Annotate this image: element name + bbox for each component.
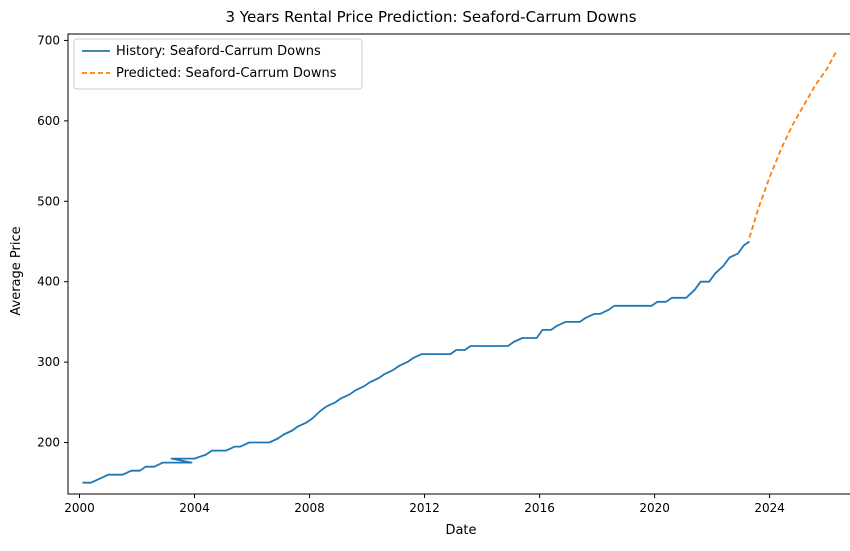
- x-tick-label: 2004: [179, 501, 210, 515]
- x-tick-label: 2024: [754, 501, 785, 515]
- chart-title: 3 Years Rental Price Prediction: Seaford…: [225, 8, 636, 26]
- plot-area-frame: [67, 33, 850, 495]
- series-layer: [82, 52, 837, 484]
- x-tick-label: 2016: [524, 501, 555, 515]
- x-tick-label: 2000: [64, 501, 95, 515]
- legend: History: Seaford-Carrum Downs Predicted:…: [73, 38, 363, 90]
- y-tick-label: 700: [37, 33, 60, 47]
- x-tick-label: 2020: [639, 501, 670, 515]
- y-tick-label: 300: [37, 355, 60, 369]
- y-tick-label: 200: [37, 436, 60, 450]
- legend-label-history: History: Seaford-Carrum Downs: [116, 44, 321, 59]
- y-tick-label: 500: [37, 194, 60, 208]
- y-axis-label: Average Price: [9, 226, 24, 315]
- legend-box: [73, 38, 363, 90]
- ticks-layer: 2000 2004 2008 2012 2016 2020 2024 200 300 400 500…: [37, 33, 785, 515]
- legend-label-predicted: Predicted: Seaford-Carrum Downs: [116, 66, 337, 81]
- y-tick-label: 600: [37, 114, 60, 128]
- series-line-history: [82, 240, 751, 484]
- y-tick-label: 400: [37, 275, 60, 289]
- x-tick-label: 2012: [409, 501, 440, 515]
- x-axis-label: Date: [445, 523, 476, 538]
- x-tick-label: 2008: [294, 501, 325, 515]
- series-line-predicted: [748, 52, 837, 238]
